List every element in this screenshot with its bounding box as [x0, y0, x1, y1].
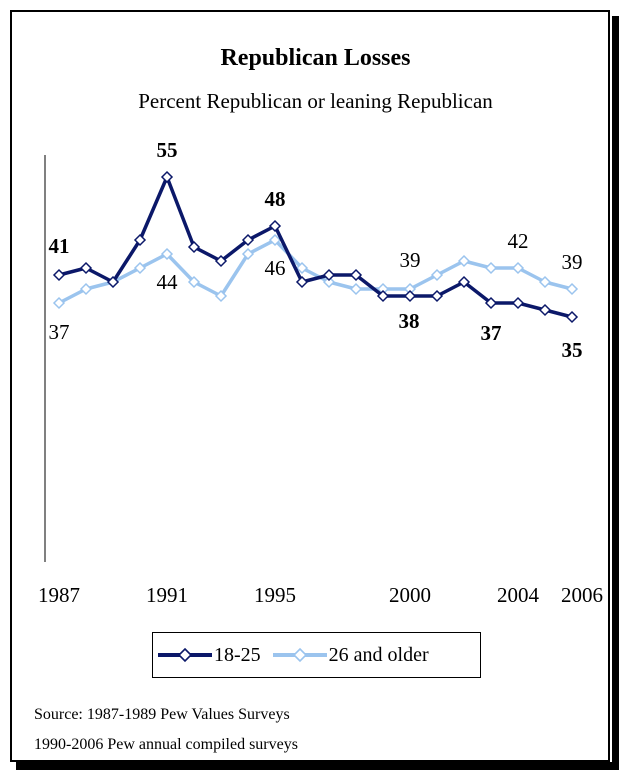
data-label-series-2: 44 — [157, 270, 179, 294]
data-point-series-2 — [79, 282, 93, 296]
chart-subtitle: Percent Republican or leaning Republican — [138, 89, 493, 113]
data-point-series-2 — [268, 233, 282, 247]
x-tick-label: 1987 — [38, 583, 80, 607]
legend-swatch-series-1 — [158, 647, 212, 663]
data-point-series-1 — [538, 303, 552, 317]
data-point-series-2 — [457, 254, 471, 268]
legend: 18-25 26 and older — [152, 632, 481, 678]
data-point-series-1 — [295, 275, 309, 289]
data-point-series-1 — [52, 268, 66, 282]
data-label-series-1: 48 — [265, 187, 286, 211]
data-point-series-1 — [79, 261, 93, 275]
data-label-layer: 41 55 48 38 37 35 37 44 46 39 42 39 — [49, 138, 583, 362]
data-label-series-2: 39 — [562, 250, 583, 274]
data-point-series-2 — [322, 275, 336, 289]
data-label-series-2: 39 — [400, 248, 421, 272]
x-tick-label-layer: 1987 1991 1995 2000 2004 2006 — [38, 583, 603, 607]
data-point-series-2 — [430, 268, 444, 282]
data-point-series-2 — [511, 261, 525, 275]
data-label-series-1: 41 — [49, 234, 70, 258]
legend-item-series-1: 18-25 — [156, 644, 261, 667]
series-line-1 — [58, 175, 573, 319]
data-point-series-1 — [457, 275, 471, 289]
legend-swatch-series-2 — [272, 647, 327, 663]
x-tick-label: 1991 — [146, 583, 188, 607]
data-point-series-1 — [511, 296, 525, 310]
data-label-series-1: 35 — [562, 338, 583, 362]
data-point-series-1 — [430, 289, 444, 303]
x-tick-label: 2000 — [389, 583, 431, 607]
data-label-series-2: 37 — [49, 320, 70, 344]
chart-frame — [10, 10, 610, 762]
x-tick-label: 2006 — [561, 583, 603, 607]
data-point-series-2 — [214, 289, 228, 303]
source-line-2: 1990-2006 Pew annual compiled surveys — [34, 736, 298, 753]
x-tick-label: 2004 — [497, 583, 540, 607]
data-point-series-1 — [160, 170, 174, 184]
data-point-series-2 — [484, 261, 498, 275]
chart-title: Republican Losses — [220, 45, 411, 71]
source-line-1: Source: 1987-1989 Pew Values Surveys — [34, 706, 290, 723]
data-point-series-2 — [52, 296, 66, 310]
data-point-series-2 — [349, 282, 363, 296]
data-point-series-1 — [349, 268, 363, 282]
series-layer — [52, 170, 579, 324]
data-point-series-2 — [565, 282, 579, 296]
frame-shadow-bottom — [16, 762, 619, 770]
data-point-series-1 — [403, 289, 417, 303]
data-point-series-1 — [322, 268, 336, 282]
x-tick-label: 1995 — [254, 583, 296, 607]
data-point-series-2 — [133, 261, 147, 275]
data-point-series-1 — [376, 289, 390, 303]
data-point-series-1 — [187, 240, 201, 254]
data-point-series-1 — [241, 233, 255, 247]
data-point-series-1 — [268, 219, 282, 233]
data-label-series-1: 55 — [157, 138, 178, 162]
data-point-series-2 — [160, 247, 174, 261]
frame-shadow-right — [612, 16, 619, 770]
data-label-series-2: 46 — [265, 256, 286, 280]
data-point-series-2 — [295, 261, 309, 275]
legend-item-series-2: 26 and older — [271, 644, 429, 667]
data-label-series-2: 42 — [508, 229, 529, 253]
data-point-series-2 — [538, 275, 552, 289]
data-label-series-1: 38 — [399, 309, 420, 333]
data-point-series-2 — [241, 247, 255, 261]
legend-label-series-1: 18-25 — [214, 643, 261, 666]
data-label-series-1: 37 — [481, 321, 502, 345]
data-point-series-1 — [214, 254, 228, 268]
data-point-series-1 — [484, 296, 498, 310]
data-point-series-1 — [565, 310, 579, 324]
data-point-series-1 — [133, 233, 147, 247]
data-point-series-2 — [187, 275, 201, 289]
legend-label-series-2: 26 and older — [328, 643, 429, 666]
data-point-series-1 — [106, 275, 120, 289]
